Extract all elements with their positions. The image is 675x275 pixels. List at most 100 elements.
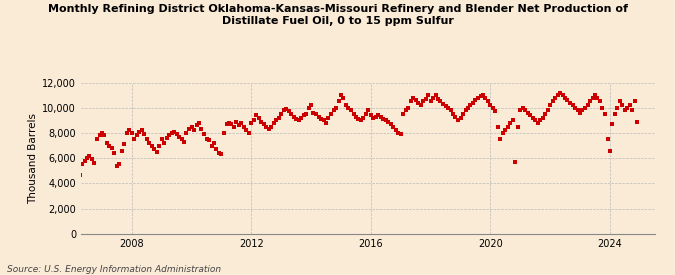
Point bbox=[446, 108, 456, 112]
Point bbox=[234, 123, 244, 128]
Point bbox=[179, 139, 190, 144]
Point bbox=[517, 106, 528, 110]
Point bbox=[343, 106, 354, 110]
Point bbox=[485, 103, 496, 107]
Point bbox=[271, 118, 281, 123]
Point bbox=[410, 98, 421, 102]
Point bbox=[97, 131, 107, 135]
Point bbox=[617, 103, 628, 107]
Point bbox=[587, 95, 598, 100]
Point bbox=[122, 131, 132, 135]
Point bbox=[622, 106, 632, 110]
Point bbox=[555, 90, 566, 95]
Point bbox=[298, 113, 309, 117]
Point bbox=[378, 117, 389, 121]
Point bbox=[363, 108, 374, 112]
Point bbox=[373, 113, 383, 117]
Point bbox=[624, 103, 635, 107]
Point bbox=[472, 95, 483, 100]
Point bbox=[306, 103, 317, 107]
Point bbox=[139, 132, 150, 136]
Point bbox=[360, 112, 371, 116]
Point bbox=[532, 121, 543, 125]
Point bbox=[188, 128, 199, 133]
Point bbox=[74, 172, 85, 177]
Point bbox=[455, 116, 466, 120]
Point bbox=[550, 95, 561, 100]
Text: Monthly Refining District Oklahoma-Kansas-Missouri Refinery and Blender Net Prod: Monthly Refining District Oklahoma-Kansa… bbox=[47, 4, 628, 26]
Point bbox=[522, 111, 533, 115]
Point bbox=[610, 112, 620, 116]
Point bbox=[291, 117, 302, 121]
Point bbox=[465, 103, 476, 107]
Point bbox=[148, 147, 159, 152]
Point bbox=[562, 98, 573, 102]
Point bbox=[136, 128, 147, 133]
Point bbox=[580, 106, 591, 110]
Point bbox=[423, 93, 433, 97]
Point bbox=[132, 133, 142, 138]
Point bbox=[278, 108, 289, 112]
Point bbox=[430, 93, 441, 97]
Point bbox=[577, 108, 588, 112]
Point bbox=[107, 146, 117, 150]
Point bbox=[602, 137, 613, 141]
Point bbox=[333, 99, 344, 104]
Point bbox=[348, 112, 359, 116]
Point bbox=[288, 114, 299, 119]
Point bbox=[540, 112, 551, 116]
Point bbox=[398, 112, 408, 116]
Point bbox=[310, 112, 321, 116]
Point bbox=[558, 93, 568, 97]
Point bbox=[433, 97, 443, 101]
Point bbox=[341, 103, 352, 107]
Point bbox=[173, 134, 184, 139]
Point bbox=[201, 137, 212, 141]
Point bbox=[91, 137, 102, 141]
Point bbox=[552, 93, 563, 97]
Point bbox=[166, 131, 177, 135]
Point bbox=[331, 106, 342, 110]
Point bbox=[300, 112, 311, 116]
Point bbox=[350, 114, 361, 119]
Point bbox=[512, 124, 523, 129]
Point bbox=[547, 99, 558, 104]
Point bbox=[396, 132, 406, 136]
Point bbox=[244, 131, 254, 135]
Point bbox=[356, 118, 367, 123]
Point bbox=[572, 108, 583, 112]
Point bbox=[181, 131, 192, 135]
Point bbox=[318, 118, 329, 123]
Point bbox=[216, 152, 227, 156]
Point bbox=[171, 132, 182, 136]
Point bbox=[375, 114, 386, 119]
Point bbox=[251, 113, 262, 117]
Point bbox=[585, 99, 595, 104]
Point bbox=[460, 108, 471, 112]
Point bbox=[261, 124, 271, 129]
Point bbox=[582, 103, 593, 107]
Point bbox=[276, 112, 287, 116]
Point bbox=[119, 142, 130, 147]
Point bbox=[393, 131, 404, 135]
Point bbox=[151, 150, 162, 154]
Point bbox=[629, 99, 640, 104]
Point bbox=[159, 141, 169, 145]
Point bbox=[438, 102, 449, 106]
Point bbox=[236, 121, 247, 125]
Point bbox=[505, 121, 516, 125]
Point bbox=[191, 123, 202, 128]
Point bbox=[381, 118, 392, 123]
Point bbox=[335, 93, 346, 97]
Point bbox=[308, 111, 319, 115]
Point bbox=[161, 136, 172, 140]
Point bbox=[338, 95, 349, 100]
Point bbox=[425, 99, 436, 104]
Point bbox=[475, 94, 486, 98]
Point bbox=[520, 108, 531, 112]
Point bbox=[241, 128, 252, 133]
Point bbox=[515, 108, 526, 112]
Point bbox=[589, 93, 600, 97]
Point bbox=[198, 132, 209, 136]
Point bbox=[400, 108, 411, 112]
